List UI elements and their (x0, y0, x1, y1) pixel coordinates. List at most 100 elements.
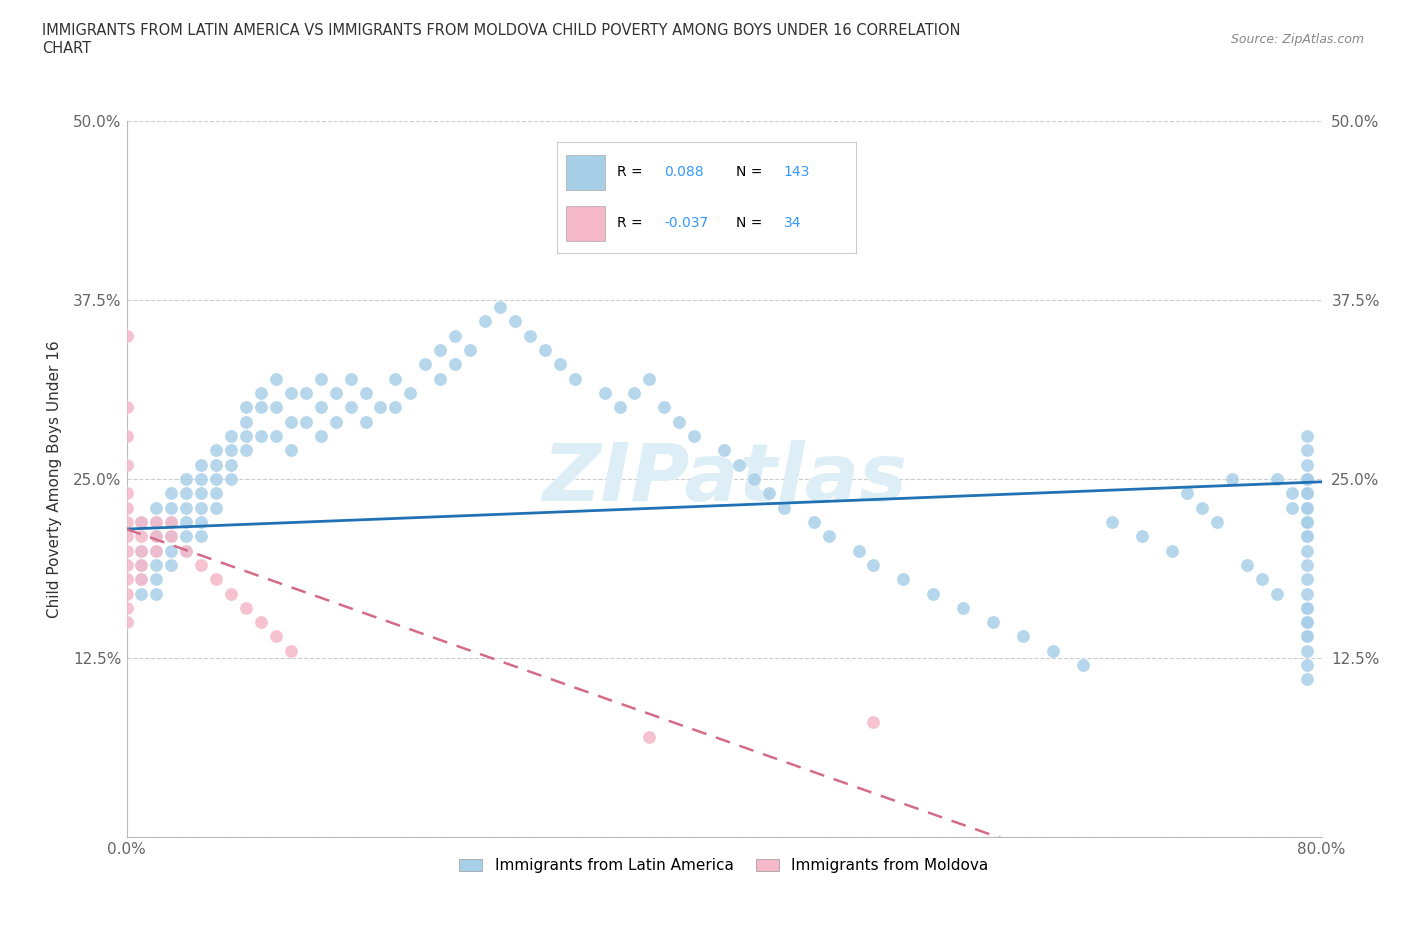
Point (174, 514, 197, 529)
Point (1295, 615, 1317, 630)
Point (115, 586, 138, 601)
Point (489, 299, 512, 314)
Point (429, 371, 451, 386)
Point (115, 400, 138, 415)
Point (131, 586, 153, 601)
Point (115, 328, 138, 343)
Point (848, 543, 870, 558)
Text: IMMIGRANTS FROM LATIN AMERICA VS IMMIGRANTS FROM MOLDOVA CHILD POVERTY AMONG BOY: IMMIGRANTS FROM LATIN AMERICA VS IMMIGRA… (42, 23, 960, 56)
Point (294, 386, 316, 401)
Point (131, 529, 153, 544)
Point (205, 572, 228, 587)
Point (1265, 586, 1288, 601)
Point (1295, 500, 1317, 515)
Point (219, 429, 242, 444)
Point (503, 314, 526, 329)
Point (131, 514, 153, 529)
Point (190, 514, 212, 529)
Point (952, 601, 974, 616)
Point (519, 328, 541, 343)
Point (160, 529, 183, 544)
Point (145, 529, 167, 544)
Y-axis label: Child Poverty Among Boys Under 16: Child Poverty Among Boys Under 16 (46, 340, 62, 618)
Point (668, 414, 690, 429)
Point (444, 357, 467, 372)
Point (803, 514, 825, 529)
Point (758, 485, 780, 500)
Point (235, 400, 257, 415)
Point (370, 400, 392, 415)
Point (773, 500, 796, 515)
Point (1295, 443, 1317, 458)
Point (131, 572, 153, 587)
Point (1295, 672, 1317, 687)
Point (219, 472, 242, 486)
Point (205, 458, 228, 472)
Point (1295, 644, 1317, 658)
Point (160, 557, 183, 572)
Point (205, 500, 228, 515)
Point (160, 529, 183, 544)
Point (638, 729, 661, 744)
Point (1295, 601, 1317, 616)
Point (1295, 485, 1317, 500)
Point (817, 529, 839, 544)
Point (174, 529, 197, 544)
Point (1295, 500, 1317, 515)
Point (683, 429, 706, 444)
Point (145, 529, 167, 544)
Legend: Immigrants from Latin America, Immigrants from Moldova: Immigrants from Latin America, Immigrant… (453, 852, 995, 880)
Point (1206, 514, 1229, 529)
Point (474, 314, 496, 329)
Point (1191, 500, 1213, 515)
Point (294, 414, 316, 429)
Point (981, 615, 1004, 630)
Point (115, 572, 138, 587)
Point (115, 557, 138, 572)
Point (115, 615, 138, 630)
Point (862, 557, 884, 572)
Point (354, 414, 377, 429)
Point (339, 371, 361, 386)
Point (1295, 543, 1317, 558)
Point (1161, 543, 1184, 558)
Point (1281, 485, 1303, 500)
Point (250, 386, 273, 401)
Point (145, 543, 167, 558)
Point (1295, 629, 1317, 644)
Point (609, 400, 631, 415)
Point (1071, 658, 1094, 672)
Point (145, 572, 167, 587)
Point (593, 386, 616, 401)
Text: Source: ZipAtlas.com: Source: ZipAtlas.com (1230, 33, 1364, 46)
Text: ZIPatlas: ZIPatlas (541, 440, 907, 518)
Point (235, 601, 257, 616)
Point (115, 543, 138, 558)
Point (1295, 472, 1317, 486)
Point (1295, 514, 1317, 529)
Point (384, 371, 406, 386)
Point (115, 529, 138, 544)
Point (1295, 601, 1317, 616)
Point (728, 458, 751, 472)
Point (638, 371, 661, 386)
Point (1295, 557, 1317, 572)
Point (145, 543, 167, 558)
Point (131, 514, 153, 529)
Point (131, 543, 153, 558)
Point (1042, 644, 1064, 658)
Point (115, 429, 138, 444)
Point (384, 400, 406, 415)
Point (131, 557, 153, 572)
Point (1236, 557, 1258, 572)
Point (235, 443, 257, 458)
Point (219, 443, 242, 458)
Point (115, 500, 138, 515)
Point (190, 458, 212, 472)
Point (1295, 529, 1317, 544)
Point (623, 386, 645, 401)
Point (309, 400, 332, 415)
Point (205, 485, 228, 500)
Point (309, 371, 332, 386)
Point (160, 514, 183, 529)
